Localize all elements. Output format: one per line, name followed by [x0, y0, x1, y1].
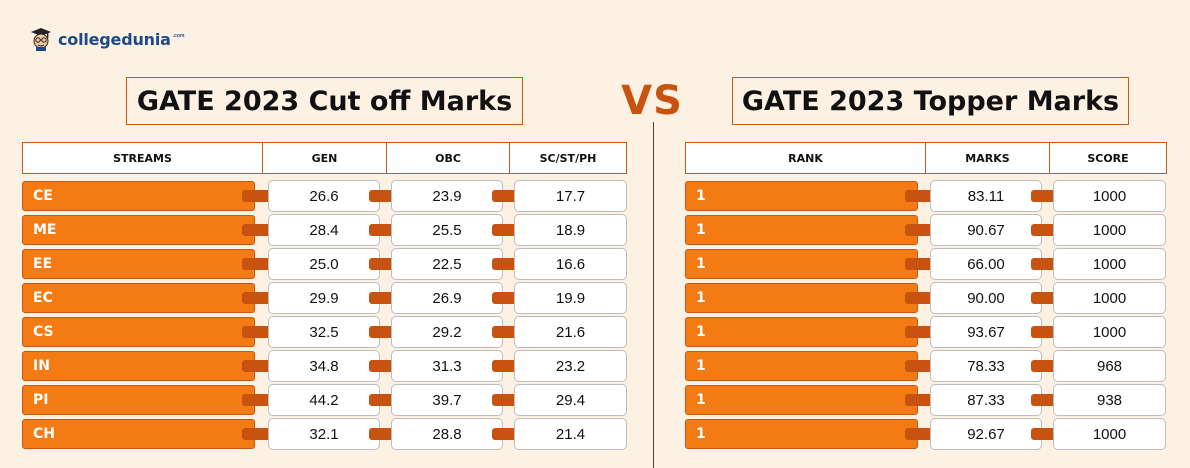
row-connector	[242, 394, 276, 406]
row-connector	[242, 326, 276, 338]
obc-cell: 23.9	[391, 180, 503, 212]
obc-cell: 25.5	[391, 214, 503, 246]
sc-st-ph-cell: 21.6	[514, 316, 627, 348]
topper-row: 1 78.33 968	[685, 349, 1168, 383]
gen-cell: 28.4	[268, 214, 380, 246]
row-connector	[242, 428, 276, 440]
sc-st-ph-cell: 19.9	[514, 282, 627, 314]
marks-cell: 78.33	[930, 350, 1042, 382]
gen-cell: 26.6	[268, 180, 380, 212]
header-marks: MARKS	[925, 143, 1049, 173]
gen-cell: 32.5	[268, 316, 380, 348]
topper-title: GATE 2023 Topper Marks	[732, 77, 1129, 125]
brand-logo[interactable]: collegedunia .com	[30, 22, 184, 56]
sc-st-ph-cell: 23.2	[514, 350, 627, 382]
cutoff-row-label: PI	[22, 385, 255, 415]
topper-row: 1 87.33 938	[685, 383, 1168, 417]
cutoff-table-body: CE 26.6 23.9 17.7 ME 28.4 25.5 18.9 EE 25.0 22.5 16…	[22, 179, 628, 451]
row-connector	[242, 292, 276, 304]
score-cell: 938	[1053, 384, 1166, 416]
topper-row-label: 1	[685, 249, 918, 279]
marks-cell: 66.00	[930, 248, 1042, 280]
cutoff-table-header: STREAMS GEN OBC SC/ST/PH	[22, 142, 627, 174]
marks-cell: 93.67	[930, 316, 1042, 348]
cutoff-row: PI 44.2 39.7 29.4	[22, 383, 628, 417]
header-obc: OBC	[386, 143, 509, 173]
header-rank: RANK	[788, 151, 823, 165]
obc-cell: 26.9	[391, 282, 503, 314]
sc-st-ph-cell: 21.4	[514, 418, 627, 450]
obc-cell: 39.7	[391, 384, 503, 416]
topper-row: 1 66.00 1000	[685, 247, 1168, 281]
vs-label: VS	[621, 78, 683, 124]
row-connector	[242, 224, 276, 236]
topper-row: 1 90.67 1000	[685, 213, 1168, 247]
obc-cell: 28.8	[391, 418, 503, 450]
cutoff-row: ME 28.4 25.5 18.9	[22, 213, 628, 247]
cutoff-row-label: CH	[22, 419, 255, 449]
topper-row: 1 83.11 1000	[685, 179, 1168, 213]
cutoff-row: CS 32.5 29.2 21.6	[22, 315, 628, 349]
score-cell: 1000	[1053, 180, 1166, 212]
topper-row-label: 1	[685, 385, 918, 415]
topper-row-label: 1	[685, 351, 918, 381]
score-cell: 1000	[1053, 282, 1166, 314]
topper-row-label: 1	[685, 419, 918, 449]
sc-st-ph-cell: 18.9	[514, 214, 627, 246]
header-score: SCORE	[1049, 143, 1166, 173]
topper-row-label: 1	[685, 181, 918, 211]
row-connector	[242, 258, 276, 270]
graduate-mascot-icon	[30, 27, 52, 51]
gen-cell: 44.2	[268, 384, 380, 416]
cutoff-row-label: IN	[22, 351, 255, 381]
cutoff-row-label: ME	[22, 215, 255, 245]
cutoff-row-label: CS	[22, 317, 255, 347]
gen-cell: 34.8	[268, 350, 380, 382]
sc-st-ph-cell: 29.4	[514, 384, 627, 416]
header-sc-st-ph: SC/ST/PH	[509, 143, 626, 173]
topper-table-body: 1 83.11 1000 1 90.67 1000 1 66.00 1000 1 90.00 1000…	[685, 179, 1168, 451]
center-divider	[653, 122, 654, 468]
score-cell: 968	[1053, 350, 1166, 382]
sc-st-ph-cell: 17.7	[514, 180, 627, 212]
obc-cell: 29.2	[391, 316, 503, 348]
cutoff-row: EC 29.9 26.9 19.9	[22, 281, 628, 315]
brand-suffix: .com	[172, 33, 185, 39]
score-cell: 1000	[1053, 248, 1166, 280]
score-cell: 1000	[1053, 418, 1166, 450]
gen-cell: 32.1	[268, 418, 380, 450]
marks-cell: 90.00	[930, 282, 1042, 314]
cutoff-row-label: EE	[22, 249, 255, 279]
header-gen: GEN	[262, 143, 386, 173]
score-cell: 1000	[1053, 214, 1166, 246]
obc-cell: 31.3	[391, 350, 503, 382]
topper-table-header: RANK MARKS SCORE	[685, 142, 1167, 174]
score-cell: 1000	[1053, 316, 1166, 348]
topper-row-label: 1	[685, 317, 918, 347]
cutoff-row: IN 34.8 31.3 23.2	[22, 349, 628, 383]
cutoff-row: CE 26.6 23.9 17.7	[22, 179, 628, 213]
marks-cell: 90.67	[930, 214, 1042, 246]
marks-cell: 83.11	[930, 180, 1042, 212]
topper-row: 1 90.00 1000	[685, 281, 1168, 315]
gen-cell: 25.0	[268, 248, 380, 280]
marks-cell: 87.33	[930, 384, 1042, 416]
gen-cell: 29.9	[268, 282, 380, 314]
cutoff-row: CH 32.1 28.8 21.4	[22, 417, 628, 451]
row-connector	[242, 360, 276, 372]
header-streams: STREAMS	[113, 151, 172, 165]
topper-row-label: 1	[685, 283, 918, 313]
obc-cell: 22.5	[391, 248, 503, 280]
sc-st-ph-cell: 16.6	[514, 248, 627, 280]
topper-row-label: 1	[685, 215, 918, 245]
marks-cell: 92.67	[930, 418, 1042, 450]
topper-row: 1 92.67 1000	[685, 417, 1168, 451]
brand-name: collegedunia	[58, 29, 171, 49]
topper-row: 1 93.67 1000	[685, 315, 1168, 349]
cutoff-row-label: EC	[22, 283, 255, 313]
cutoff-row-label: CE	[22, 181, 255, 211]
row-connector	[242, 190, 276, 202]
cutoff-title: GATE 2023 Cut off Marks	[126, 77, 523, 125]
cutoff-row: EE 25.0 22.5 16.6	[22, 247, 628, 281]
